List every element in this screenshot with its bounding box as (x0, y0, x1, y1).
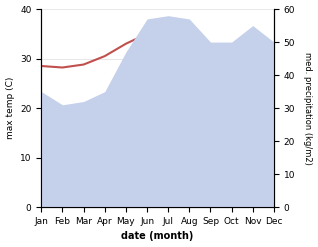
X-axis label: date (month): date (month) (121, 231, 194, 242)
Y-axis label: med. precipitation (kg/m2): med. precipitation (kg/m2) (303, 52, 313, 165)
Y-axis label: max temp (C): max temp (C) (5, 77, 15, 139)
